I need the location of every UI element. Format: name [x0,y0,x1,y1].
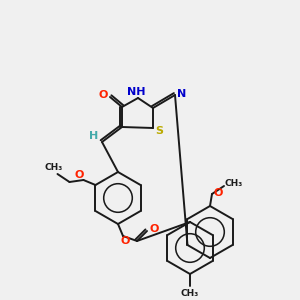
Text: O: O [120,236,130,246]
Text: CH₃: CH₃ [225,179,243,188]
Text: CH₃: CH₃ [44,164,63,172]
Text: N: N [177,89,187,99]
Text: O: O [213,188,223,198]
Text: NH: NH [127,87,145,97]
Text: CH₃: CH₃ [181,289,199,298]
Text: S: S [155,126,163,136]
Text: O: O [75,170,84,180]
Text: O: O [149,224,159,234]
Text: O: O [98,90,108,100]
Text: H: H [89,131,99,141]
